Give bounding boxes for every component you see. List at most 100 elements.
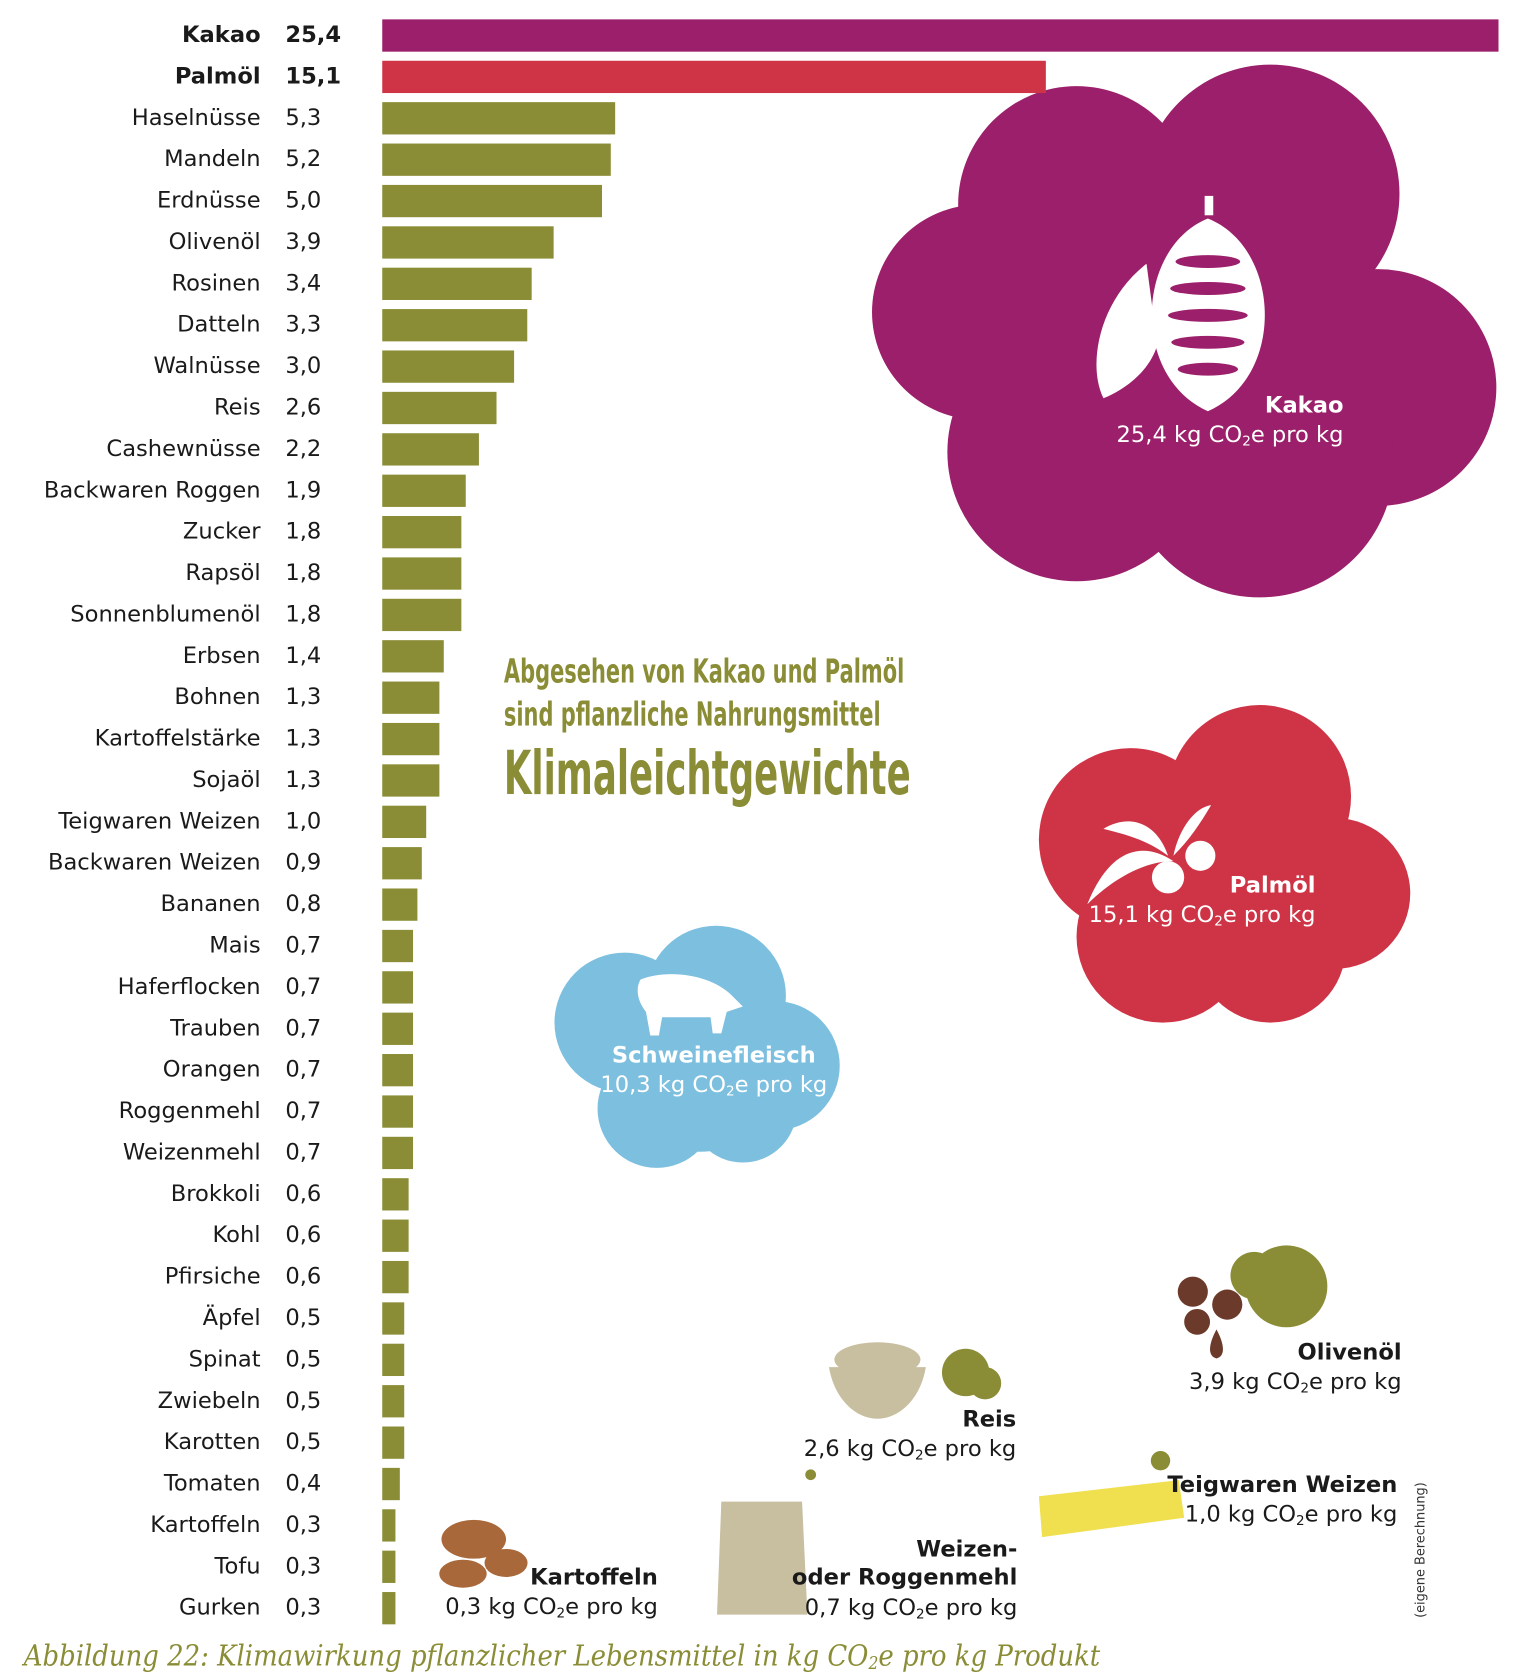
value-label: 2,2 [285,436,321,462]
bar [382,722,440,756]
category-label: Brokkoli [171,1181,261,1207]
value-label: 0,5 [285,1305,321,1331]
value-label: 1,3 [285,684,321,710]
category-label: Tofu [214,1553,261,1579]
bar [382,309,528,342]
annotation-detail-part: e pro kg [1251,421,1344,447]
category-label: Gurken [179,1595,261,1621]
value-label: 0,7 [285,974,321,1000]
category-label: Zwiebeln [158,1388,261,1414]
annotation-detail-part: 0,7 kg CO [805,1595,916,1621]
value-label: 0,6 [285,1264,321,1290]
category-label: Teigwaren Weizen [57,808,260,834]
value-label: 0,4 [285,1471,321,1497]
value-label: 5,3 [285,105,321,131]
value-label: 0,5 [285,1346,321,1372]
annotation-title: Palmöl [1230,872,1316,898]
annotation-title: Kakao [1265,392,1344,418]
bar [382,1136,414,1170]
value-label: 2,6 [285,394,321,420]
annotation-detail-part: 2 [1300,1381,1309,1397]
annotation-detail-part: 1,0 kg CO [1185,1501,1296,1527]
annotation-detail-part: 2 [726,1083,735,1099]
category-label: Olivenöl [169,229,261,255]
annotation-detail-part: 2 [1214,913,1223,929]
value-label: 3,9 [285,229,321,255]
category-label: Äpfel [203,1303,261,1331]
annotation-detail: 2,6 kg CO2e pro kg [804,1435,1017,1463]
value-label: 0,7 [285,1098,321,1124]
value-label: 0,3 [285,1553,321,1579]
value-label: 0,9 [285,850,321,876]
bar [382,1509,396,1542]
bar [382,1426,405,1459]
annotation-detail-part: e pro kg [924,1435,1017,1461]
annotation-detail-part: e pro kg [735,1072,828,1098]
annotation-detail: 15,1 kg CO2e pro kg [1089,901,1316,929]
value-label: 5,2 [285,146,321,172]
value-label: 25,4 [285,22,341,48]
category-label: Mandeln [164,146,261,172]
annotation-detail-part: e pro kg [1309,1369,1402,1395]
clouds [439,64,1497,1615]
bar [382,1219,409,1252]
category-label: Reis [214,394,261,420]
value-label: 0,7 [285,1057,321,1083]
value-label: 0,7 [285,933,321,959]
annotation-detail-part: 15,1 kg CO [1089,901,1215,927]
bars: Kakao 25,4 Palmöl 15,1 Haselnüsse 5,3 Mandeln 5… [44,19,1499,1625]
value-label: 3,0 [285,353,321,379]
value-label: 0,7 [285,1015,321,1041]
category-label: Kartoffelstärke [95,726,261,752]
category-label: Palmöl [175,63,261,89]
category-label: Rosinen [172,270,261,296]
value-label: 0,7 [285,1139,321,1165]
value-label: 0,5 [285,1429,321,1455]
category-label: Haferflocken [118,974,261,1000]
annotation-title: Weizen- [916,1537,1017,1563]
bar [382,267,532,300]
category-label: Trauben [169,1015,261,1041]
annotation-title: Reis [962,1406,1016,1432]
value-label: 0,6 [285,1222,321,1248]
category-label: Datteln [177,312,260,338]
category-label: Pfirsiche [165,1264,261,1290]
annotation-detail: 10,3 kg CO2e pro kg [600,1072,827,1100]
annotation-title: oder Roggenmehl [792,1565,1017,1591]
bar [382,557,462,590]
caption: Abbildung 22: Klimawirkung pflanzlicher … [21,1639,1100,1674]
value-label: 0,3 [285,1512,321,1538]
category-label: Kohl [212,1222,260,1248]
bar [382,681,440,714]
palm-cloud [1038,705,1411,1023]
annotation-title: Kartoffeln [530,1565,658,1591]
category-label: Mais [209,933,260,959]
headline: Klimaleichtgewichte [504,739,911,809]
bar [382,1095,414,1128]
bar [382,640,444,673]
category-label: Backwaren Roggen [44,477,261,503]
bar [382,598,462,632]
value-label: 1,9 [285,477,321,503]
value-label: 1,0 [285,808,321,834]
caption-part: e pro kg Produkt [878,1639,1100,1673]
value-label: 1,3 [285,726,321,752]
bar [382,474,466,507]
bar [382,516,462,549]
headline: Abgesehen von Kakao und Palmöl [504,651,904,690]
annotation-detail-part: 2 [557,1606,566,1622]
annotation-title: Olivenöl [1298,1340,1402,1366]
caption-part: Abbildung 22: Klimawirkung pflanzlicher … [21,1639,868,1673]
bar [382,805,427,838]
bar [382,1343,405,1377]
bar [382,1550,396,1583]
category-label: Zucker [183,519,261,545]
annotation-detail-part: 2 [915,1447,924,1463]
value-label: 0,5 [285,1388,321,1414]
bar [382,1302,405,1335]
bar [382,1260,409,1294]
caption-part: 2 [868,1654,879,1674]
source-note: (eigene Berechnung) [1414,1482,1429,1618]
bar [382,1467,400,1501]
